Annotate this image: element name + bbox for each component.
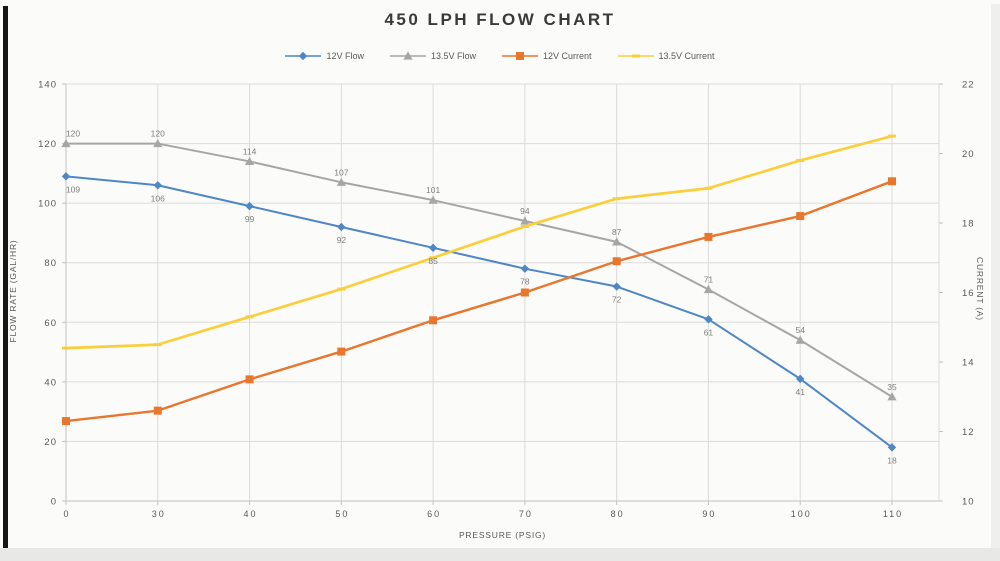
legend: 12V Flow 13.5V Flow 12V Current 13.5V Cu…: [0, 50, 1000, 62]
svg-text:100: 100: [791, 509, 812, 519]
svg-text:35: 35: [887, 382, 897, 392]
svg-text:41: 41: [795, 387, 805, 397]
legend-label-12v-current: 12V Current: [543, 51, 592, 61]
svg-text:80: 80: [44, 258, 57, 269]
x-tick-labels: 0 30 40 50 60 70 80 90 100 110: [63, 509, 903, 519]
svg-text:60: 60: [427, 509, 441, 519]
svg-text:107: 107: [334, 167, 348, 177]
svg-text:16: 16: [962, 288, 975, 299]
legend-item-13-5v-current: 13.5V Current: [617, 50, 715, 62]
legend-label-13-5v-flow: 13.5V Flow: [430, 51, 476, 61]
svg-text:10: 10: [962, 497, 975, 508]
svg-text:120: 120: [151, 129, 165, 139]
legend-label-12v-flow: 12V Flow: [326, 51, 364, 61]
chart-title: 450 LPH FLOW CHART: [384, 10, 616, 29]
legend-swatch-12v-flow-icon: [285, 51, 322, 61]
series-12v-current-line: [65, 180, 893, 423]
svg-text:70: 70: [519, 509, 533, 519]
series-12v-current: [62, 177, 896, 426]
svg-text:18: 18: [962, 219, 975, 230]
y-right-tick-labels: 10 12 14 16 18 20 22: [962, 80, 975, 508]
svg-text:0: 0: [51, 497, 57, 508]
left-edge-strip: [3, 6, 8, 555]
svg-text:20: 20: [44, 437, 57, 448]
data-labels: 109 106 99 92 85 78 72 61 41 18 120 120 114 107 101 94 8…: [66, 129, 897, 466]
svg-text:140: 140: [38, 80, 57, 91]
series-13-5v-flow: [61, 138, 897, 401]
svg-text:30: 30: [152, 509, 166, 519]
svg-text:61: 61: [704, 327, 714, 337]
svg-text:100: 100: [38, 199, 57, 210]
series-12v-flow-markers: [61, 172, 897, 452]
svg-text:60: 60: [44, 318, 57, 329]
svg-text:12: 12: [962, 427, 975, 438]
svg-text:20: 20: [962, 149, 975, 160]
gridlines: [65, 83, 940, 502]
svg-text:109: 109: [66, 184, 80, 194]
legend-item-13-5v-flow: 13.5V Flow: [389, 50, 476, 62]
series-12v-flow: [61, 172, 897, 452]
series-12v-flow-line: [65, 175, 893, 449]
svg-text:85: 85: [428, 256, 438, 266]
svg-text:90: 90: [702, 509, 716, 519]
svg-text:71: 71: [704, 275, 714, 285]
legend-swatch-13-5v-current-icon: [617, 54, 654, 58]
series-13-5v-flow-line: [66, 142, 893, 398]
y-left-tick-labels: 0 20 40 60 80 100 120 140: [38, 80, 57, 508]
svg-text:99: 99: [245, 214, 255, 224]
svg-text:106: 106: [151, 193, 165, 203]
svg-text:0: 0: [63, 509, 70, 519]
svg-text:94: 94: [520, 206, 530, 216]
series-12v-current-markers: [62, 177, 896, 426]
svg-text:72: 72: [612, 295, 622, 305]
legend-label-13-5v-current: 13.5V Current: [658, 51, 715, 61]
svg-text:14: 14: [962, 358, 975, 369]
svg-text:120: 120: [38, 139, 57, 150]
bottom-edge-band: [0, 548, 1000, 561]
series-13-5v-current: [62, 134, 896, 350]
series-13-5v-flow-markers: [61, 138, 897, 401]
legend-item-12v-current: 12V Current: [502, 50, 592, 62]
svg-text:18: 18: [887, 455, 897, 465]
svg-text:80: 80: [611, 509, 625, 519]
svg-text:78: 78: [520, 277, 530, 287]
legend-swatch-13-5v-flow-icon: [389, 51, 426, 60]
x-axis-title: PRESSURE (PSIG): [458, 530, 547, 540]
svg-text:110: 110: [883, 509, 903, 519]
svg-text:22: 22: [962, 80, 975, 91]
svg-text:40: 40: [244, 509, 258, 519]
svg-text:101: 101: [426, 185, 440, 195]
y-axis-title-right: CURRENT (A): [975, 257, 985, 321]
legend-swatch-12v-current-icon: [502, 52, 538, 60]
svg-text:114: 114: [243, 146, 257, 156]
right-edge-band: [991, 4, 1000, 548]
svg-text:54: 54: [795, 325, 805, 335]
y-axis-title-left: FLOW RATE (GAL/HR): [8, 239, 18, 343]
series-13-5v-current-line: [65, 134, 893, 350]
svg-text:50: 50: [335, 509, 349, 519]
svg-text:40: 40: [44, 377, 57, 388]
svg-text:87: 87: [612, 227, 622, 237]
legend-item-12v-flow: 12V Flow: [285, 50, 364, 62]
svg-text:120: 120: [66, 129, 80, 139]
axis-lines: [62, 83, 943, 505]
svg-text:92: 92: [337, 235, 347, 245]
series-13-5v-current-markers: [62, 134, 896, 350]
